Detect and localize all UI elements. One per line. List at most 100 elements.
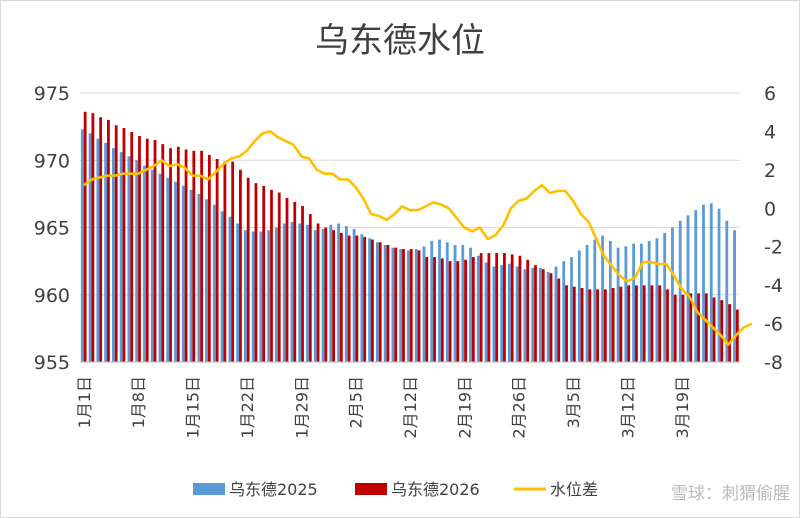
bar-2025	[570, 257, 573, 362]
bar-2026	[549, 273, 553, 362]
bar-2026	[308, 214, 312, 362]
bar-2026	[91, 113, 95, 362]
bar-2025	[601, 235, 604, 362]
bar-2026	[417, 250, 421, 362]
x-tick-label: 1月22日	[238, 376, 257, 439]
y-left-tick-label: 955	[34, 352, 70, 374]
bar-2025	[663, 232, 667, 362]
bar-2026	[627, 285, 631, 362]
bar-2026	[207, 154, 211, 362]
bar-2025	[391, 247, 395, 362]
bar-2025	[500, 265, 504, 362]
bar-2025	[577, 250, 581, 362]
x-tick-label: 2月19日	[455, 376, 474, 439]
y-right-tick-label: -4	[764, 275, 783, 297]
bar-2026	[184, 149, 188, 362]
bar-2025	[414, 249, 418, 362]
bar-2026	[596, 289, 599, 362]
y-right-tick-label: -2	[764, 237, 783, 259]
bar-2025	[492, 266, 496, 362]
line-series	[83, 130, 753, 347]
bar-2026	[619, 286, 623, 362]
bar-2026	[223, 161, 227, 362]
legend-swatch-2025	[193, 483, 225, 495]
bar-2026	[138, 136, 141, 362]
bar-2026	[277, 192, 281, 362]
x-tick-label: 2月26日	[510, 376, 529, 439]
bar-2025	[445, 242, 449, 362]
x-tick-label: 2月12日	[401, 376, 420, 439]
bar-2026	[425, 257, 429, 362]
bar-2025	[585, 244, 589, 362]
bar-2025	[197, 193, 201, 363]
bar-2025	[453, 244, 457, 362]
bar-2025	[150, 169, 154, 362]
bar-2026	[588, 289, 592, 362]
legend-swatch-2026	[355, 483, 387, 495]
bar-2026	[728, 304, 731, 362]
bar-2025	[189, 189, 193, 362]
bar-2025	[135, 160, 139, 362]
bar-2026	[347, 235, 351, 362]
bar-2025	[469, 247, 472, 362]
bar-2026	[479, 253, 483, 362]
bar-2025	[205, 199, 208, 362]
bar-2026	[386, 244, 390, 362]
bar-2025	[212, 204, 216, 362]
bar-2026	[611, 288, 615, 362]
bar-2025	[430, 240, 434, 362]
bar-2025	[236, 223, 240, 362]
x-tick-label: 3月19日	[673, 376, 692, 439]
bar-series	[80, 111, 739, 363]
bar-2025	[639, 243, 643, 362]
bar-2026	[557, 278, 561, 362]
y-left-tick-label: 975	[34, 83, 70, 105]
bar-2025	[174, 181, 177, 362]
bar-2026	[565, 285, 568, 362]
bar-2025	[111, 148, 115, 362]
bar-2025	[80, 129, 84, 362]
bar-2026	[487, 253, 491, 362]
x-tick-label: 1月15日	[184, 376, 203, 439]
bar-2025	[313, 230, 317, 362]
bar-2026	[176, 146, 180, 362]
bar-2026	[635, 285, 638, 362]
bar-2025	[476, 255, 480, 362]
bar-2025	[484, 262, 488, 362]
bar-2026	[324, 227, 328, 362]
bar-2026	[145, 138, 149, 362]
bar-2026	[534, 265, 537, 362]
bar-2026	[169, 148, 172, 362]
bar-2025	[275, 227, 278, 362]
watermark-text: 雪球：刺猬偷腥	[671, 484, 790, 504]
legend-label-2026: 乌东德2026	[391, 480, 480, 499]
bar-2026	[215, 158, 219, 362]
bar-2025	[290, 222, 294, 362]
bar-2026	[99, 117, 103, 363]
bar-2025	[422, 246, 426, 362]
bar-2026	[239, 169, 242, 362]
bar-2026	[440, 258, 444, 362]
bar-2026	[270, 189, 273, 362]
bar-2026	[293, 201, 297, 362]
bar-2025	[562, 261, 566, 363]
y-right-tick-label: 2	[764, 160, 776, 182]
bar-2025	[259, 231, 263, 362]
water-level-difference-line	[83, 130, 753, 347]
bar-2025	[608, 240, 612, 362]
bar-2025	[344, 226, 348, 362]
bar-2025	[119, 152, 123, 362]
bar-2026	[394, 247, 398, 362]
bar-2025	[104, 142, 108, 362]
bar-2026	[161, 144, 165, 362]
bar-2025	[671, 227, 674, 362]
x-tick-label: 3月12日	[618, 376, 637, 439]
bar-2025	[655, 238, 659, 362]
y-right-tick-label: 6	[764, 83, 776, 105]
bar-2025	[96, 138, 100, 362]
bar-2025	[88, 133, 92, 362]
bar-2026	[114, 125, 118, 362]
legend-label-difference: 水位差	[550, 480, 598, 499]
bar-2025	[220, 211, 224, 362]
